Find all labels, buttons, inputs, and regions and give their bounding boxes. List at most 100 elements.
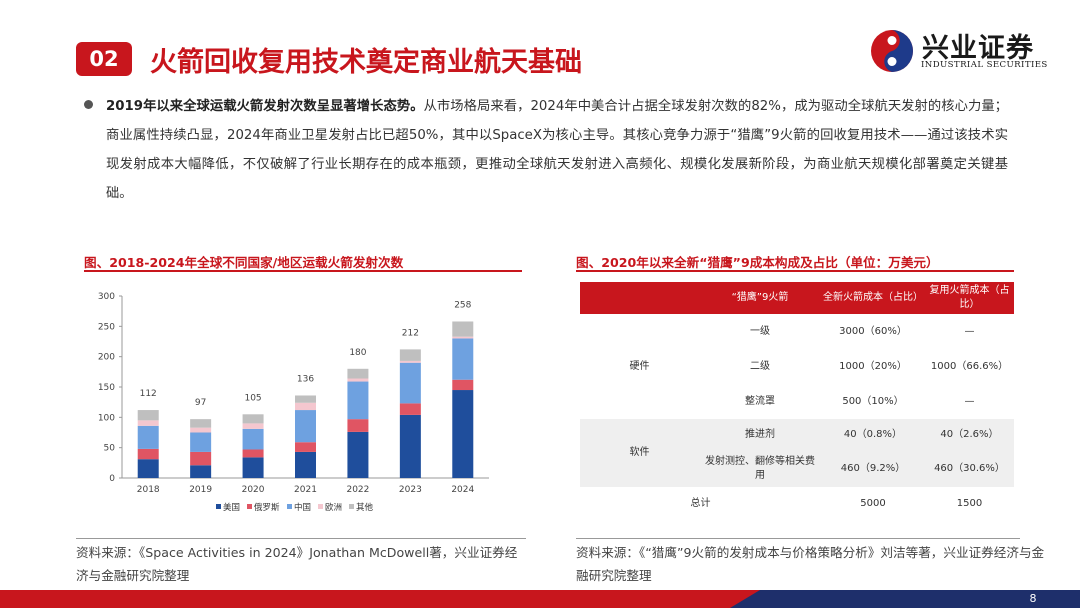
- y-tick-label: 100: [98, 413, 115, 423]
- row-reuse-cost: 460（30.6%）: [925, 451, 1014, 487]
- bar-segment-2018-中国: [137, 425, 159, 449]
- x-tick-label: 2024: [451, 485, 474, 495]
- intro-body: 从市场格局来看，2024年中美合计占据全球发射次数的82%，成为驱动全球航天发射…: [106, 99, 1008, 201]
- bar-segment-2024-中国: [452, 338, 474, 380]
- row-item: 推进剂: [699, 419, 821, 451]
- bar-segment-2019-其他: [190, 419, 212, 428]
- bar-segment-2021-其他: [295, 395, 316, 403]
- bar-segment-2024-俄罗斯: [452, 379, 474, 391]
- legend-label: 美国: [223, 502, 240, 513]
- x-tick-label: 2020: [242, 485, 265, 495]
- x-tick-label: 2022: [346, 485, 369, 495]
- x-tick-label: 2018: [137, 485, 160, 495]
- bar-segment-2024-美国: [452, 390, 474, 478]
- page-title: 火箭回收复用技术奠定商业航天基础: [150, 47, 582, 78]
- bar-segment-2021-欧洲: [295, 402, 316, 411]
- bar-total-label: 112: [140, 389, 157, 399]
- group-hardware: 硬件: [580, 314, 699, 419]
- legend-swatch: [287, 504, 292, 509]
- bar-segment-2023-欧洲: [399, 360, 421, 363]
- row-new-cost: 460（9.2%）: [821, 451, 925, 487]
- bar-segment-2018-欧洲: [137, 420, 159, 426]
- group-software: 软件: [580, 419, 699, 487]
- row-reuse-cost: 40（2.6%）: [925, 419, 1014, 451]
- bar-segment-2019-俄罗斯: [190, 451, 212, 466]
- y-tick-label: 50: [104, 444, 116, 454]
- table-row: 整流罩 500（10%） —: [580, 384, 1014, 419]
- row-item: 发射测控、翻修等相关费用: [699, 451, 821, 487]
- bar-segment-2020-美国: [242, 457, 264, 478]
- legend-label: 欧洲: [325, 502, 342, 513]
- right-caption-underline: [576, 270, 1014, 272]
- table-header-row: “猎鹰”9火箭 全新火箭成本（占比） 复用火箭成本（占比）: [580, 282, 1014, 314]
- table-row: 硬件 一级 3000（60%） —: [580, 314, 1014, 419]
- section-number-badge: 02: [76, 42, 132, 76]
- row-new-cost: 1000（20%）: [821, 349, 925, 384]
- bar-segment-2021-俄罗斯: [295, 442, 316, 452]
- bar-segment-2019-美国: [190, 465, 212, 478]
- left-figure-caption: 图、2018-2024年全球不同国家/地区运载火箭发射次数: [84, 255, 404, 270]
- bar-total-label: 97: [195, 398, 206, 408]
- legend-swatch: [247, 504, 252, 509]
- bar-segment-2023-美国: [399, 414, 421, 478]
- total-new-cost: 5000: [821, 487, 925, 521]
- left-figure-source: 资料来源：《Space Activities in 2024》Jonathan …: [76, 545, 518, 583]
- y-tick-label: 150: [98, 383, 115, 393]
- bar-segment-2022-其他: [347, 368, 369, 379]
- bar-segment-2024-其他: [452, 321, 474, 337]
- bar-segment-2022-美国: [347, 431, 369, 478]
- bar-segment-2021-美国: [295, 451, 316, 478]
- row-new-cost: 40（0.8%）: [821, 419, 925, 451]
- bar-segment-2019-中国: [190, 432, 212, 452]
- table-total-row: 总计 5000 1500: [580, 487, 1014, 521]
- y-tick-label: 300: [98, 292, 115, 302]
- legend-swatch: [318, 504, 323, 509]
- bar-segment-2022-欧洲: [347, 378, 369, 382]
- header-blank: [580, 282, 699, 314]
- intro-lead: 2019年以来全球运载火箭发射次数呈显著增长态势。: [106, 99, 424, 114]
- bar-total-label: 212: [402, 328, 419, 338]
- bar-segment-2020-中国: [242, 428, 264, 450]
- page-number: 8: [1029, 592, 1037, 605]
- bar-segment-2018-其他: [137, 410, 159, 421]
- bar-segment-2022-中国: [347, 381, 369, 420]
- x-tick-label: 2021: [294, 485, 317, 495]
- x-tick-label: 2019: [189, 485, 212, 495]
- row-reuse-cost: —: [925, 384, 1014, 419]
- left-source-divider: [76, 538, 526, 539]
- brand-name-cn: 兴业证券: [922, 33, 1034, 64]
- bar-segment-2023-其他: [399, 349, 421, 361]
- row-new-cost: 3000（60%）: [821, 314, 925, 349]
- bullet-dot: [84, 100, 93, 109]
- bar-segment-2022-俄罗斯: [347, 419, 369, 432]
- brand-logo-icon: [871, 30, 913, 72]
- bar-total-label: 180: [349, 348, 366, 358]
- bar-total-label: 105: [244, 393, 261, 403]
- legend-label: 俄罗斯: [254, 502, 280, 513]
- y-tick-label: 200: [98, 353, 115, 363]
- right-figure-caption: 图、2020年以来全新“猎鹰”9成本构成及占比（单位：万美元）: [576, 255, 939, 270]
- y-tick-label: 0: [109, 474, 115, 484]
- bar-segment-2024-欧洲: [452, 336, 474, 339]
- right-figure-source: 资料来源：《“猎鹰”9火箭的发射成本与价格策略分析》刘洁等著，兴业证券经济与金融…: [576, 545, 1045, 583]
- legend-label: 其他: [356, 502, 374, 513]
- header-falcon9: “猎鹰”9火箭: [699, 282, 821, 314]
- intro-paragraph: 2019年以来全球运载火箭发射次数呈显著增长态势。从市场格局来看，2024年中美…: [106, 92, 1008, 208]
- table-row: 发射测控、翻修等相关费用 460（9.2%） 460（30.6%）: [580, 451, 1014, 487]
- bar-segment-2018-美国: [137, 459, 159, 478]
- bar-segment-2019-欧洲: [190, 427, 212, 433]
- launch-count-chart: 0 50 100 150 200 250 300 112 2018 97 2019 105 2020 13…: [98, 292, 489, 513]
- header-new-cost: 全新火箭成本（占比）: [821, 282, 925, 314]
- table-row: 二级 1000（20%） 1000（66.6%）: [580, 349, 1014, 384]
- bar-segment-2020-欧洲: [242, 423, 264, 429]
- row-new-cost: 500（10%）: [821, 384, 925, 419]
- bar-segment-2021-中国: [295, 410, 316, 443]
- total-reuse-cost: 1500: [925, 487, 1014, 521]
- bar-segment-2023-俄罗斯: [399, 403, 421, 415]
- bar-segment-2023-中国: [399, 362, 421, 404]
- y-tick-label: 250: [98, 322, 115, 332]
- bar-segment-2020-其他: [242, 414, 264, 424]
- falcon9-cost-table: “猎鹰”9火箭 全新火箭成本（占比） 复用火箭成本（占比） 硬件 一级 3000…: [580, 282, 1014, 521]
- legend-swatch: [216, 504, 221, 509]
- row-item: 二级: [699, 349, 821, 384]
